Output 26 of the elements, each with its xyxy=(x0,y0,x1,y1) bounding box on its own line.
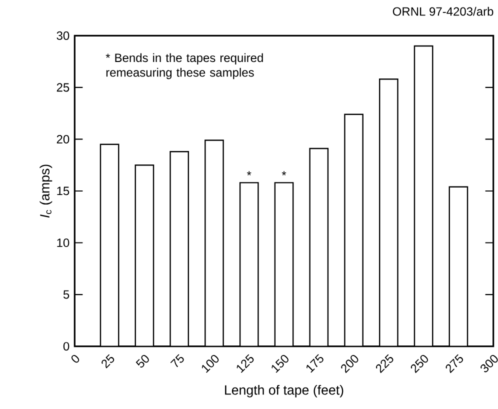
x-tick-label: 100 xyxy=(202,354,219,373)
x-tick-label: 250 xyxy=(410,354,428,374)
annotation: * xyxy=(246,171,252,176)
x-tick-label: 75 xyxy=(170,354,184,368)
x-tick-label: 300 xyxy=(480,354,498,372)
text: ORNL 97-4203/arb xyxy=(392,6,494,16)
y-tick-label: 30 xyxy=(56,31,70,40)
x-tick-label: 50 xyxy=(136,354,149,368)
x-axis-title: Length of tape (feet) xyxy=(225,384,344,398)
y-tick-label: 10 xyxy=(57,238,70,248)
x-tick-label: 200 xyxy=(341,354,358,374)
x-tick-label: 225 xyxy=(376,354,394,374)
x-tick-label: 25 xyxy=(102,354,114,368)
y-axis-title: I$_{c}$ (amps) xyxy=(40,164,52,218)
y-tick-label: 20 xyxy=(56,134,70,144)
x-tick-label: 175 xyxy=(306,354,324,373)
y-tick-label: 25 xyxy=(56,83,70,92)
annotation: * xyxy=(282,171,286,176)
x-tick-label: 275 xyxy=(446,354,464,374)
annotation: * Bends in the tapes required remeasuring these samples xyxy=(106,53,263,80)
x-tick-label: 0 xyxy=(71,354,80,363)
x-tick-label: 150 xyxy=(272,354,288,373)
y-tick-label: 15 xyxy=(57,186,70,196)
x-tick-label: 125 xyxy=(236,354,254,373)
y-tick-label: 5 xyxy=(63,290,70,299)
y-tick-label: 0 xyxy=(63,342,70,351)
